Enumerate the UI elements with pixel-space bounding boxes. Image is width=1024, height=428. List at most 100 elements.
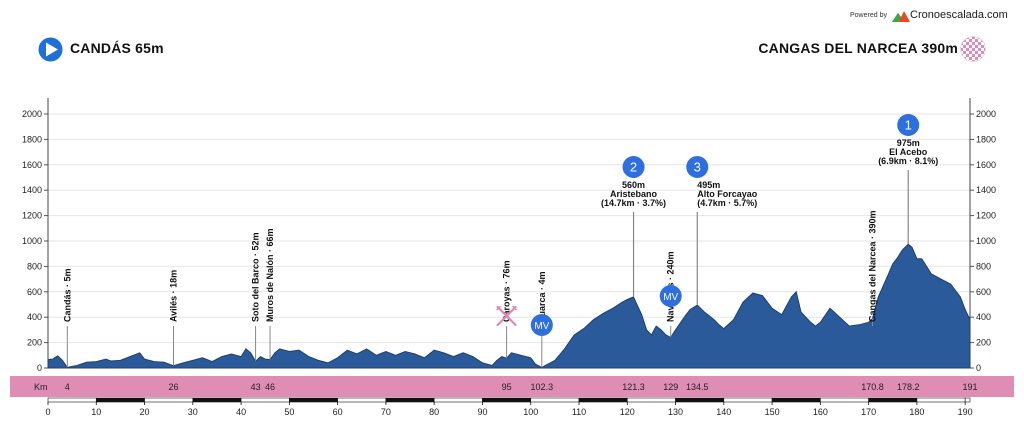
sprint-label: MV: [534, 321, 549, 332]
sprint-label: MV: [663, 292, 678, 303]
scale-segment: [530, 397, 580, 403]
km-mark-label: 121.3: [622, 382, 645, 392]
km-band-label: Km: [34, 382, 48, 392]
y-tick-label-left: 1800: [22, 134, 42, 144]
x-tick-label: 0: [45, 407, 50, 417]
y-tick-label-left: 1600: [22, 160, 42, 170]
km-mark-label: 129: [663, 382, 678, 392]
climb-name: Alto Forcayao: [697, 189, 758, 199]
scale-segment: [723, 397, 773, 403]
scale-segment: [144, 397, 194, 403]
km-mark-label: 102.3: [531, 382, 554, 392]
x-tick-label: 140: [716, 407, 731, 417]
climb-badge: [686, 156, 709, 178]
x-tick-label: 180: [909, 407, 924, 417]
y-tick-label-right: 1200: [976, 211, 996, 221]
climb-altitude: 560m: [622, 180, 645, 190]
cronoescalada-logo-icon: [892, 11, 910, 22]
climb-altitude: 975m: [897, 138, 920, 148]
y-tick-label-left: 800: [27, 261, 42, 271]
sprint-badge: [530, 314, 553, 336]
x-tick-label: 70: [381, 407, 391, 417]
y-tick-label-left: 600: [27, 287, 42, 297]
climb-detail: (14.7km · 3.7%): [601, 198, 666, 208]
scale-segment: [578, 397, 628, 403]
km-mark-label: 178.2: [897, 382, 920, 392]
x-tick-label: 110: [572, 407, 586, 417]
scale-segment: [337, 397, 387, 403]
y-tick-label-left: 1200: [22, 211, 42, 221]
brand-name: Cronoescalada.com: [910, 9, 1008, 21]
x-tick-label: 160: [813, 407, 828, 417]
waypoint-label: Soto del Barco · 52m: [251, 232, 261, 322]
x-tick-label: 80: [429, 407, 439, 417]
climb-badge: [622, 156, 645, 178]
y-tick-label-right: 1000: [976, 236, 996, 246]
scale-segment: [95, 397, 145, 403]
waypoint-label: Candás · 5m: [62, 268, 72, 322]
grid-lines: [44, 113, 974, 369]
start-play-icon: [38, 37, 63, 62]
x-tick-label: 90: [477, 407, 487, 417]
y-tick-label-right: 0: [976, 363, 981, 373]
elevation-area: [47, 243, 971, 369]
start-label: CANDÁS 65m: [70, 40, 164, 56]
x-tick-label: 150: [765, 407, 780, 417]
x-tick-label: 50: [284, 407, 294, 417]
waypoint-label: Caroyas · 76m: [502, 260, 512, 322]
y-tick-label-left: 400: [27, 312, 42, 322]
km-mark-label: 46: [265, 382, 275, 392]
y-tick-label-left: 1400: [22, 185, 42, 195]
scale-segment: [385, 397, 435, 403]
scale-segment: [675, 397, 725, 403]
x-tick-label: 170: [861, 407, 876, 417]
y-tick-label-right: 600: [976, 287, 991, 297]
climb-detail: (4.7km · 5.7%): [697, 198, 757, 208]
climb-number: 1: [905, 118, 912, 133]
sprint-badge: [659, 285, 682, 307]
feed-knife-tip: [512, 305, 518, 311]
scale-segment: [916, 397, 966, 403]
x-tick-label: 120: [620, 407, 635, 417]
finish-label: CANGAS DEL NARCEA 390m: [758, 40, 958, 56]
km-mark-label: 170.8: [861, 382, 884, 392]
y-tick-label-right: 1400: [976, 185, 996, 195]
waypoint-label: Luarca · 4m: [537, 271, 547, 322]
scale-segment: [964, 397, 971, 403]
x-tick-label: 100: [523, 407, 538, 417]
x-tick-label: 130: [668, 407, 683, 417]
y-tick-label-left: 200: [27, 338, 42, 348]
x-tick-label: 20: [140, 407, 150, 417]
y-tick-label-right: 1600: [976, 160, 996, 170]
y-tick-label-right: 2000: [976, 109, 996, 119]
y-tick-label-right: 200: [976, 338, 991, 348]
scale-segment: [626, 397, 676, 403]
y-tick-label-right: 1800: [976, 134, 996, 144]
climb-name: Aristebano: [610, 189, 658, 199]
km-mark-label: 43: [251, 382, 261, 392]
km-band: [10, 376, 1014, 397]
scale-segment: [289, 397, 338, 403]
waypoint-label: Muros de Nalón · 66m: [265, 228, 275, 322]
climb-name: El Acebo: [889, 147, 928, 157]
y-tick-label-left: 2000: [22, 109, 42, 119]
y-tick-label-right: 400: [976, 312, 991, 322]
climb-number: 2: [630, 160, 637, 175]
scale-segment: [47, 397, 97, 403]
scale-segment: [240, 397, 290, 403]
y-tick-label-left: 0: [37, 363, 42, 373]
feed-fork-tines: [496, 305, 502, 311]
x-tick-label: 10: [91, 407, 101, 417]
x-tick-label: 30: [188, 407, 198, 417]
km-mark-label: 134.5: [686, 382, 709, 392]
waypoint-label: Cangas del Narcea · 390m: [867, 210, 877, 322]
scale-segment: [482, 397, 532, 403]
x-tick-label: 60: [333, 407, 343, 417]
feed-zone-icon: [496, 305, 518, 327]
scale-segment: [192, 397, 242, 403]
climb-altitude: 495m: [697, 180, 720, 190]
scale-segment: [868, 397, 918, 403]
km-mark-label: 4: [65, 382, 70, 392]
